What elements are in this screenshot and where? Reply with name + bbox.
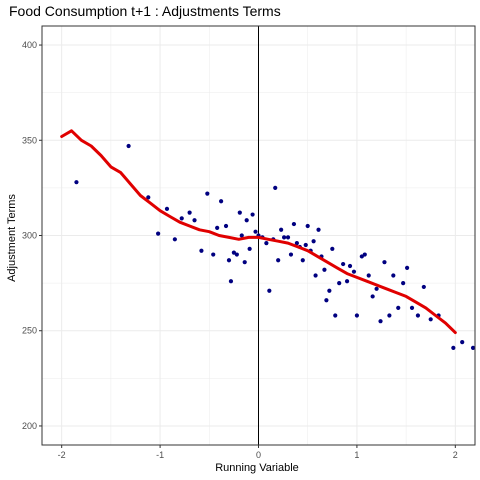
y-axis-title: Adjustment Terms	[6, 194, 18, 282]
data-point	[264, 241, 269, 246]
data-point	[347, 263, 353, 269]
data-point	[199, 248, 204, 253]
data-point	[341, 261, 346, 267]
data-point	[291, 221, 297, 227]
data-point	[279, 227, 284, 232]
chart-title: Food Consumption t+1 : Adjustments Terms	[9, 3, 281, 19]
data-point	[192, 218, 197, 223]
data-point	[239, 233, 244, 238]
data-point	[219, 199, 224, 204]
data-point	[415, 313, 421, 318]
y-tick-label: 300	[22, 231, 37, 241]
data-point	[187, 210, 192, 215]
data-points	[74, 143, 476, 350]
data-point	[428, 317, 433, 322]
data-point	[237, 210, 242, 215]
data-point	[250, 212, 255, 217]
data-point	[211, 252, 216, 257]
data-point	[470, 345, 476, 350]
data-point	[164, 206, 170, 211]
data-point	[172, 237, 177, 242]
data-point	[409, 305, 415, 310]
data-point	[396, 305, 401, 310]
data-point	[281, 235, 287, 240]
data-point	[333, 313, 338, 318]
fit-line	[60, 129, 457, 335]
x-axis-title: Running Variable	[215, 462, 299, 474]
x-tick-label: 0	[256, 450, 261, 460]
data-point	[451, 345, 456, 350]
data-point	[226, 258, 232, 263]
data-point	[273, 185, 278, 190]
data-point	[305, 223, 310, 229]
data-point	[378, 319, 383, 324]
data-point	[374, 286, 379, 291]
data-point	[247, 246, 252, 251]
data-point	[421, 284, 426, 290]
data-point	[401, 281, 406, 286]
data-point	[276, 258, 281, 263]
data-point	[267, 288, 272, 293]
data-point	[337, 281, 342, 286]
data-point	[223, 223, 229, 229]
data-point	[391, 273, 396, 278]
data-point	[404, 265, 410, 270]
y-tick-label: 350	[22, 135, 37, 145]
data-point	[362, 252, 367, 257]
data-point	[294, 241, 299, 246]
data-point	[234, 252, 239, 257]
data-point	[370, 294, 375, 299]
data-point	[327, 288, 332, 293]
data-point	[316, 227, 321, 232]
data-point	[382, 260, 387, 265]
data-point	[253, 229, 258, 234]
data-point	[351, 269, 357, 274]
data-point	[228, 279, 234, 284]
data-point	[311, 239, 316, 244]
data-point	[354, 313, 360, 318]
y-tick-label: 200	[22, 421, 37, 431]
data-point	[344, 279, 350, 284]
data-point	[74, 180, 79, 185]
data-point	[303, 242, 308, 248]
data-point	[242, 260, 247, 265]
data-point	[156, 231, 161, 236]
data-point	[460, 340, 465, 345]
data-point	[313, 273, 318, 278]
data-point	[300, 258, 305, 263]
data-point	[330, 246, 335, 251]
data-point	[288, 252, 294, 257]
data-point	[322, 267, 327, 272]
data-point	[244, 218, 249, 223]
fit-line-layer	[60, 129, 457, 335]
y-tick-label: 400	[22, 40, 37, 50]
data-point	[215, 225, 220, 230]
data-point	[205, 191, 210, 196]
x-tick-label: -2	[58, 450, 66, 460]
x-tick-label: -1	[156, 450, 164, 460]
data-point	[324, 298, 329, 303]
data-point	[387, 313, 392, 318]
axes: -2 -1 0 1 2 200 250 300 350 400	[22, 25, 476, 460]
x-tick-label: 2	[453, 450, 458, 460]
x-tick-label: 1	[354, 450, 359, 460]
data-point	[179, 216, 184, 221]
data-point	[146, 195, 151, 200]
data-point	[366, 273, 371, 278]
y-tick-label: 250	[22, 326, 37, 336]
data-point	[285, 235, 291, 240]
data-point	[126, 143, 131, 149]
